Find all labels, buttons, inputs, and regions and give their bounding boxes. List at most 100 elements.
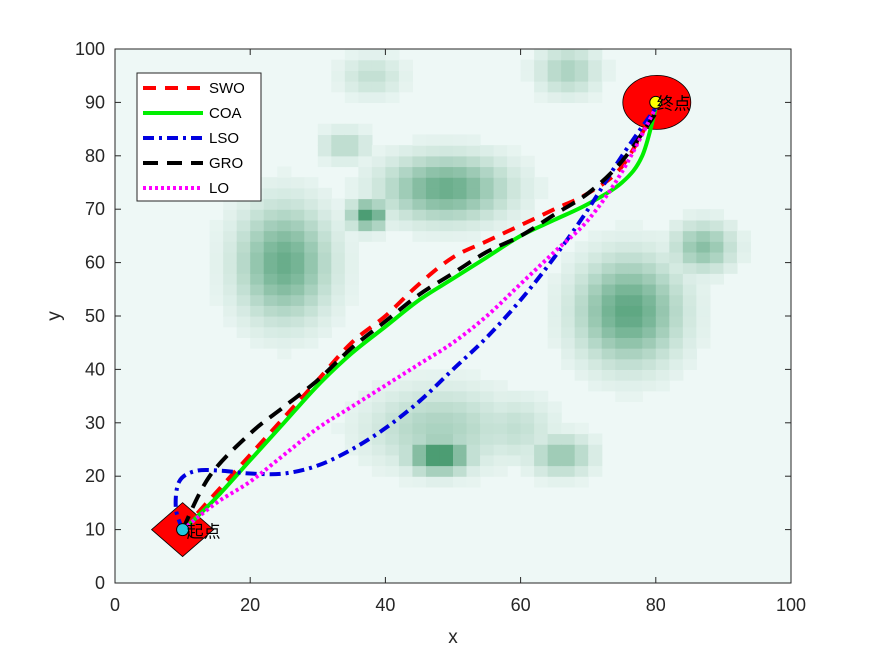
heatmap-cell [493,454,508,467]
heatmap-cell [236,294,251,306]
heatmap-cell [696,337,711,349]
heatmap-cell [507,166,522,178]
heatmap-cell [263,219,278,232]
heatmap-cell [615,358,630,370]
heatmap-cell [534,401,549,413]
heatmap-cell [263,316,278,328]
heatmap-cell [520,422,535,435]
heatmap-cell [466,219,481,232]
heatmap-cell [682,230,697,242]
heatmap-cell [385,444,400,456]
heatmap-cell [371,209,386,221]
heatmap-cell [263,337,278,349]
heatmap-cell [669,316,684,328]
series-line-lo [181,106,658,532]
heatmap-cell [344,444,359,456]
heatmap-cell [574,358,589,370]
heatmap-cell [425,209,441,221]
heatmap-cell [520,198,535,210]
heatmap-cell [507,412,522,424]
heatmap-cell [398,59,414,71]
heatmap-cell [263,326,278,338]
heatmap-cell [344,401,359,413]
heatmap-cell [628,251,643,264]
heatmap-cell [425,390,441,403]
heatmap-cell [507,454,522,467]
heatmap-cell [425,465,441,477]
heatmap-cell [263,273,278,285]
heatmap-cell [682,219,697,232]
heatmap-cell [709,273,724,285]
heatmap-cell [669,348,684,360]
heatmap-cell [385,59,400,71]
heatmap-cell [412,166,427,178]
heatmap-cell [669,358,684,370]
heatmap-cell [520,444,535,456]
heatmap-cell [277,326,292,338]
series-line-gro [180,111,658,531]
heatmap-cell [304,241,319,253]
heatmap-cell [385,380,400,392]
heatmap-cell [466,134,481,146]
heatmap-cell [263,241,278,253]
heatmap-cell [317,326,332,338]
heatmap-cell [223,273,238,285]
heatmap-cell [601,230,616,242]
y-tick-label: 30 [85,413,105,433]
heatmap-cell [453,422,468,435]
heatmap-cell [250,198,265,210]
heatmap-cell [453,230,468,242]
heatmap-cell [601,348,616,360]
heatmap-cell [723,230,738,242]
heatmap-cell [682,305,697,317]
heatmap-cell [574,348,589,360]
heatmap-cell [277,230,292,242]
heatmap-cell [480,177,495,189]
heatmap-cell [480,380,495,392]
heatmap-cell [453,209,468,221]
heatmap-cell [358,219,373,232]
heatmap-cell [344,251,359,264]
heatmap-cell [493,198,508,210]
heatmap-cell [371,433,386,445]
heatmap-cell [655,230,670,242]
heatmap-cell [534,476,549,488]
heatmap-cell [250,326,265,338]
heatmap-cell [520,454,535,467]
heatmap-cell [263,262,278,274]
y-tick-label: 0 [95,573,105,593]
heatmap-cell [534,81,549,93]
heatmap-cell [574,316,589,328]
heatmap-cell [493,166,508,178]
heatmap-cell [277,294,292,306]
heatmap-cell [331,59,346,71]
heatmap-cell [398,70,414,82]
heatmap-cell [236,209,251,221]
heatmap-cell [439,454,454,467]
heatmap-cell [331,198,346,210]
heatmap-cell [371,465,386,477]
heatmap-cell [290,209,305,221]
heatmap-cell [398,476,414,488]
heatmap-cell [439,422,454,435]
heatmap-cell [480,412,495,424]
heatmap-cell [588,433,603,445]
heatmap-cell [398,198,414,210]
heatmap-cell [398,166,414,178]
heatmap-cell [412,422,427,435]
heatmap-cell [331,145,346,157]
heatmap-cell [317,198,332,210]
heatmap-cell [561,262,576,274]
heatmap-cell [439,444,454,456]
heatmap-cell [723,251,738,264]
heatmap-cell [331,294,346,306]
heatmap-cell [723,262,738,274]
heatmap-cell [574,70,589,82]
heatmap-cell [425,369,441,381]
heatmap-cell [344,187,359,200]
heatmap-cell [655,305,670,317]
heatmap-cell [277,241,292,253]
heatmap-cell [304,187,319,200]
heatmap-cell [385,49,400,61]
heatmap-cell [344,262,359,274]
